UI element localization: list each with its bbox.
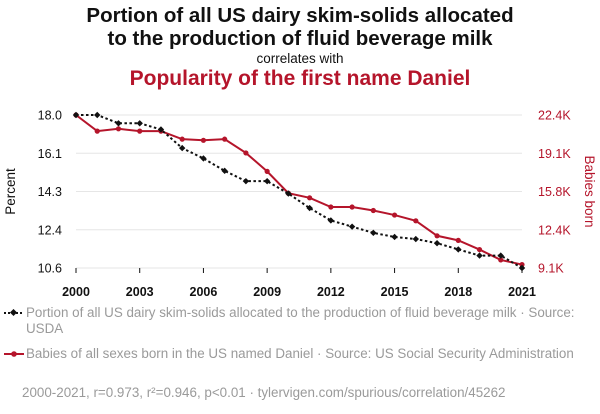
chart-title-line-2: to the production of fluid beverage milk — [107, 27, 493, 50]
y-left-tick-label: 10.6 — [38, 262, 62, 276]
y-right-tick-label: 15.8K — [538, 185, 571, 199]
y-left-axis-label: Percent — [3, 168, 18, 215]
dotted-line-diamond-icon — [4, 309, 24, 317]
series-1-point — [455, 246, 462, 253]
y-left-tick-label: 12.4 — [38, 223, 62, 237]
series-2-point — [391, 212, 398, 218]
solid-line-circle-icon — [4, 351, 24, 357]
series-2-point — [222, 136, 228, 142]
series-2-point — [498, 257, 504, 263]
series-2-point — [179, 136, 185, 142]
series-2-point — [434, 233, 440, 239]
series-2-point — [370, 207, 376, 214]
y-left-tick-label: 18.0 — [38, 109, 62, 123]
series-2-point — [115, 126, 122, 132]
series-1-point — [518, 264, 526, 272]
series-1-point — [391, 233, 398, 241]
chart-title-line-1: Portion of all US dairy skim-solids allo… — [86, 4, 514, 27]
series-2-point — [455, 237, 461, 243]
series-1-point — [136, 120, 143, 127]
y-right-tick-label: 22.4K — [538, 109, 571, 123]
second-series-title: Popularity of the first name Daniel — [129, 67, 471, 90]
legend-label-series-1: Portion of all US dairy skim-solids allo… — [26, 305, 575, 336]
x-tick-label: 2015 — [381, 285, 409, 299]
series-2-point — [94, 128, 100, 134]
series-1-point — [285, 190, 292, 197]
series-2-point — [243, 150, 249, 156]
series-1-point — [115, 120, 122, 127]
legend-label-series-2: Babies of all sexes born in the US named… — [26, 346, 574, 361]
y-right-tick-label: 12.4K — [538, 223, 571, 237]
series-2-point — [519, 261, 525, 268]
series-2-point — [137, 128, 143, 134]
series-1-point — [370, 229, 377, 237]
y-right-axis-label: Babies born — [582, 155, 597, 227]
series-2-point — [328, 204, 334, 210]
x-tick-label: 2018 — [444, 285, 472, 299]
correlates-with-label: correlates with — [256, 51, 344, 66]
series-1-point — [327, 217, 335, 224]
series-1-point — [242, 177, 250, 185]
x-tick-label: 2006 — [190, 285, 218, 299]
chart-title: Portion of all US dairy skim-solids allo… — [0, 4, 600, 50]
series-1-point — [94, 111, 101, 119]
legend-item-series-1: Portion of all US dairy skim-solids allo… — [4, 305, 594, 339]
series-1-point — [433, 239, 441, 247]
x-tick-label: 2012 — [317, 285, 345, 299]
series-1-point — [157, 126, 165, 133]
x-tick-label: 2009 — [253, 285, 281, 299]
x-tick-label: 2021 — [508, 285, 536, 299]
series-1-point — [306, 204, 313, 212]
series-1-point — [263, 177, 271, 185]
series-1-point — [200, 155, 207, 162]
series-2-point — [264, 168, 270, 174]
y-left-tick-label: 16.1 — [38, 147, 62, 161]
dual-axis-line-chart: 10.6 9.1K 12.4 12.4K 14.3 15.8K 16.1 19.1K 18.0 2… — [3, 109, 597, 300]
series-1-line — [76, 114, 523, 269]
series-1-point — [412, 235, 420, 243]
series-2-line — [75, 114, 523, 266]
footer-stats: 2000-2021, r=0.973, r²=0.946, p<0.01 · t… — [22, 385, 506, 400]
y-right-tick-label: 19.1K — [538, 147, 571, 161]
y-left-tick-label: 14.3 — [38, 185, 62, 199]
series-2-point — [476, 246, 483, 253]
series-1-point — [178, 144, 186, 152]
series-1-point — [221, 167, 228, 175]
series-1-point — [72, 111, 80, 119]
x-tick-label: 2000 — [62, 285, 90, 299]
series-2-point — [413, 218, 419, 224]
y-right-tick-label: 9.1K — [538, 262, 564, 276]
legend-item-series-2: Babies of all sexes born in the US named… — [4, 346, 594, 380]
series-1-point — [497, 252, 504, 259]
series-2-point — [349, 204, 355, 210]
series-1-point — [476, 252, 483, 259]
series-2-point — [307, 195, 313, 201]
series-2-point — [200, 137, 207, 143]
series-1-point — [348, 223, 356, 230]
x-tick-label: 2003 — [126, 285, 154, 299]
